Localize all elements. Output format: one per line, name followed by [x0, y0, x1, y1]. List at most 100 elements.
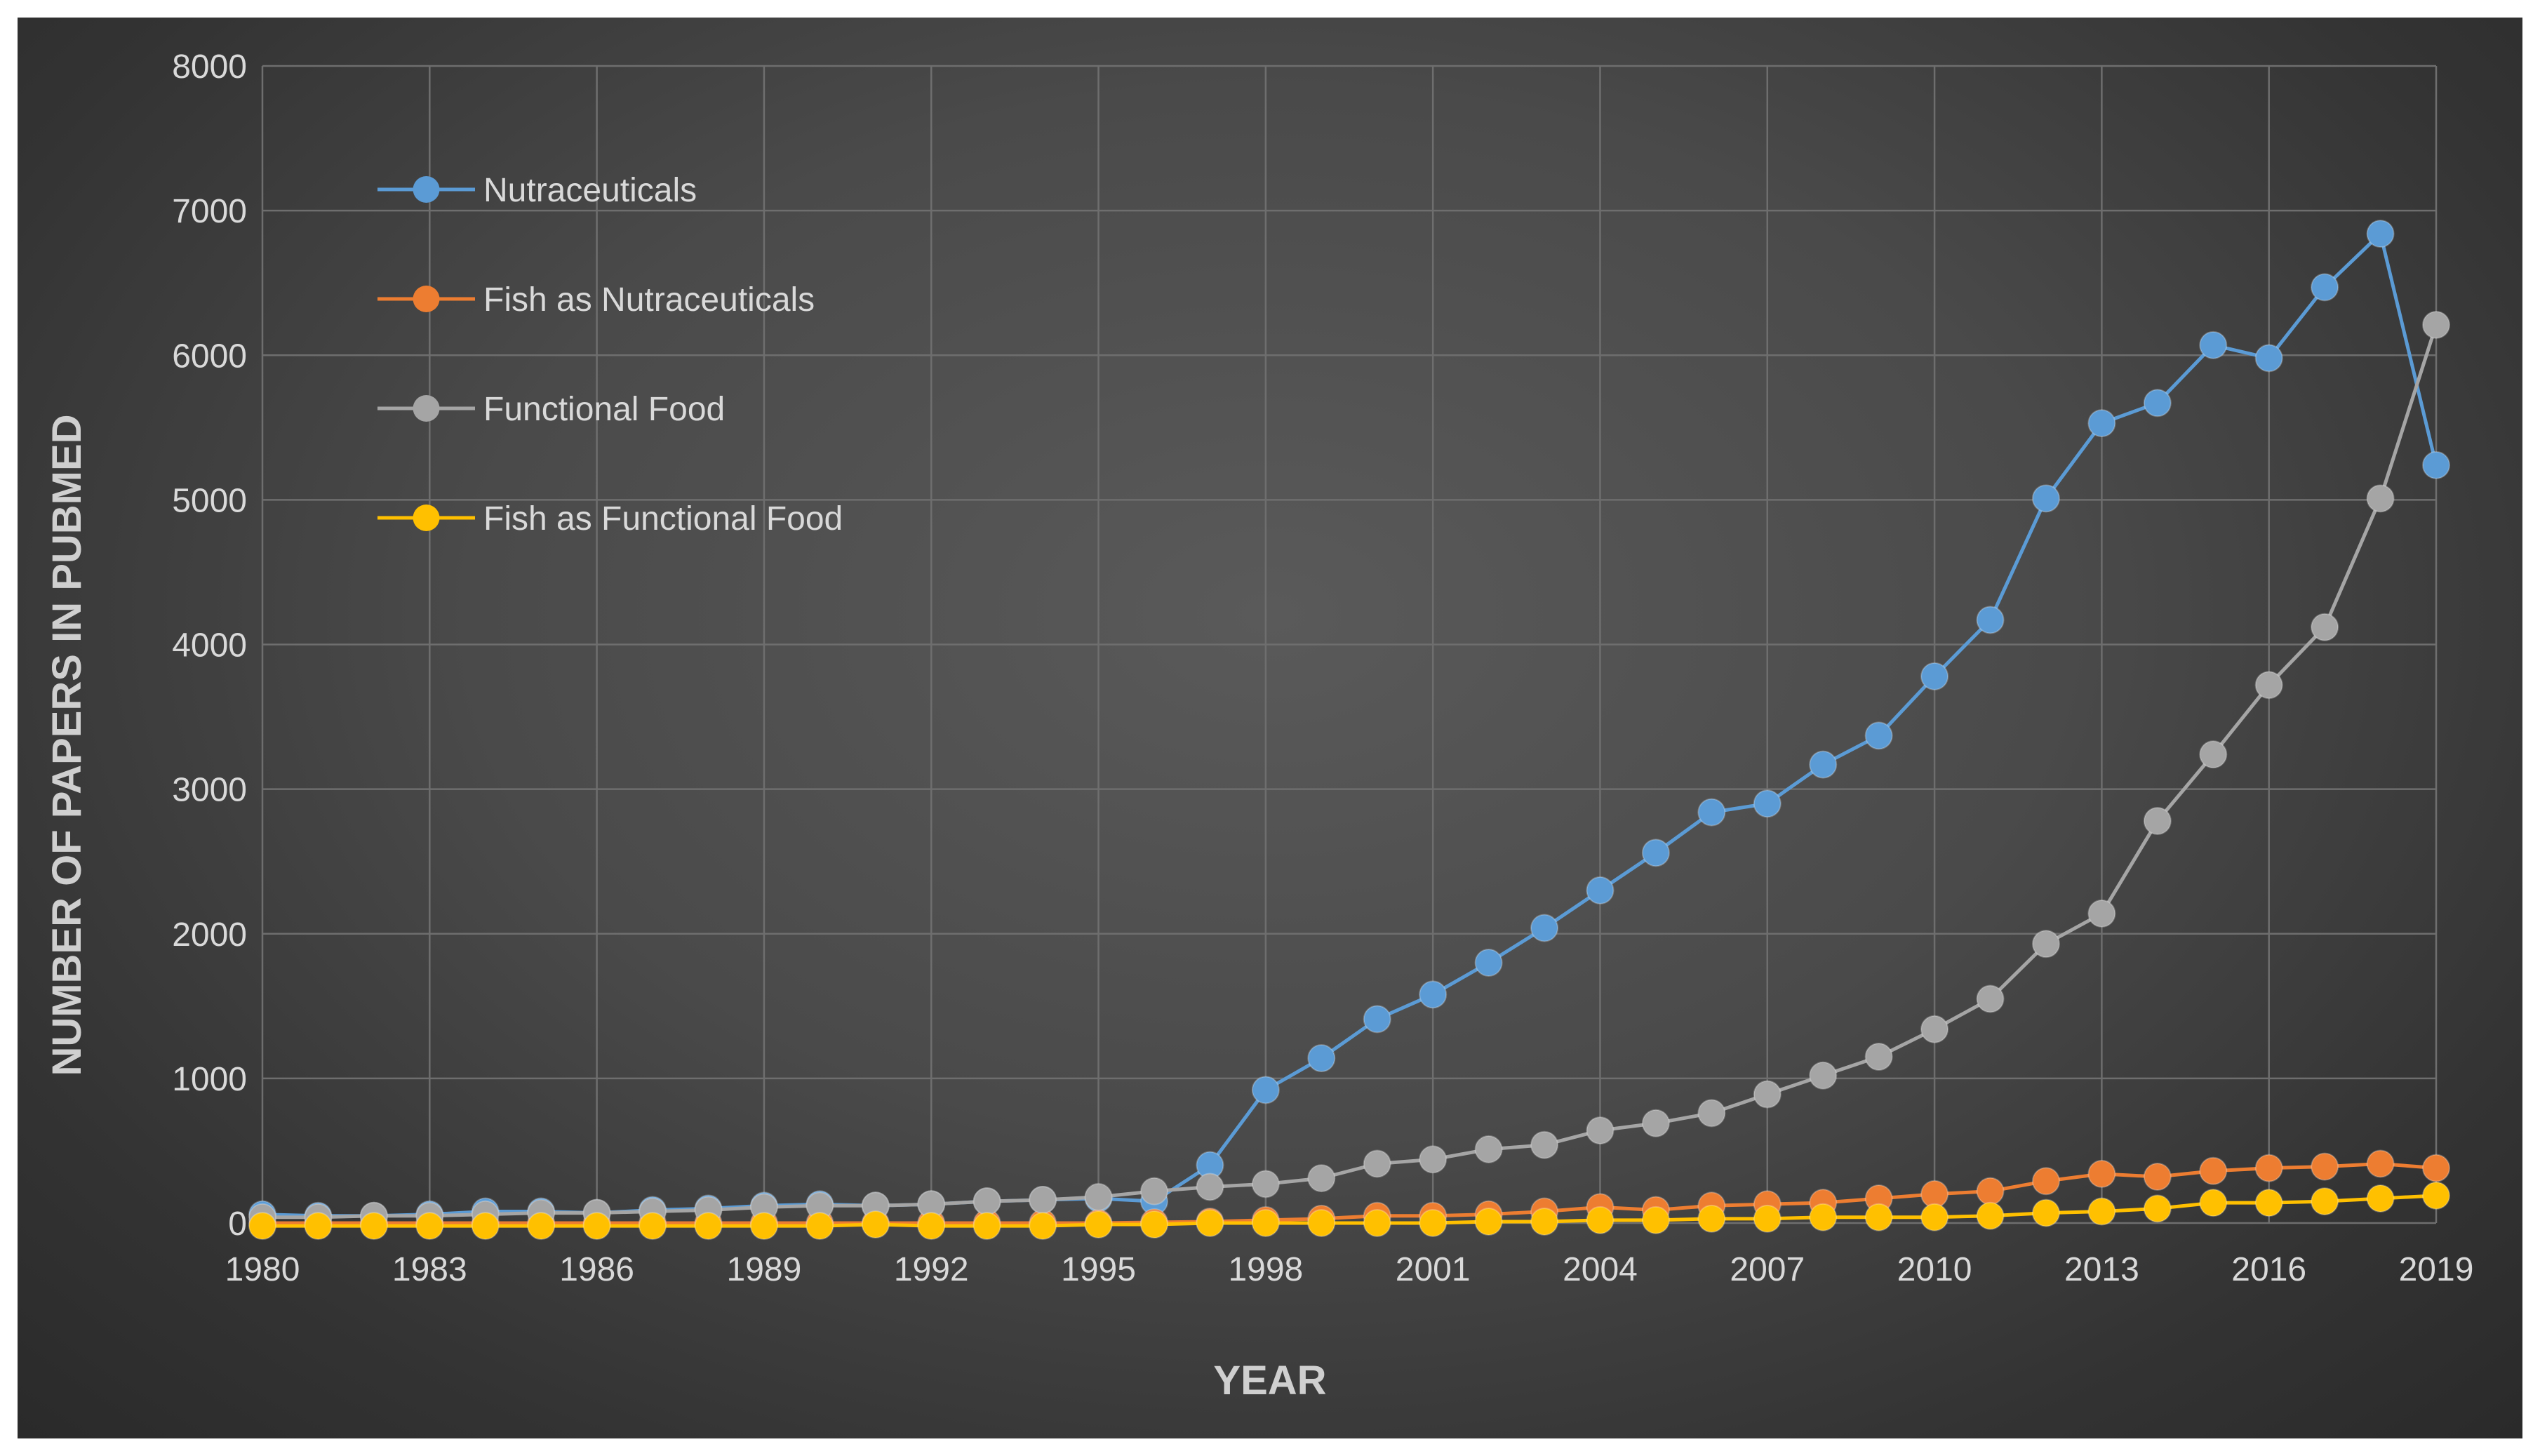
data-point [2254, 1189, 2283, 1217]
x-tick-label: 2010 [1897, 1251, 1972, 1288]
data-point [1753, 1080, 1782, 1109]
data-point [1419, 1145, 1448, 1174]
data-point [2031, 930, 2060, 959]
x-tick-label: 1992 [894, 1251, 969, 1288]
data-point [2311, 1152, 2339, 1181]
data-point [1139, 1210, 1168, 1239]
data-point [1419, 1209, 1448, 1237]
data-point [2143, 806, 2172, 835]
data-point [1530, 1130, 1559, 1159]
data-point [1363, 1209, 1391, 1237]
data-point [248, 1212, 276, 1241]
data-point [1363, 1005, 1391, 1034]
data-point [1697, 798, 1726, 827]
data-point [1976, 606, 2005, 634]
legend-item-functional-food: Functional Food [377, 391, 725, 428]
data-point [2031, 1198, 2060, 1227]
data-point [861, 1210, 890, 1239]
data-point [1029, 1186, 1057, 1215]
y-tick-label: 0 [228, 1205, 247, 1243]
data-point [2422, 310, 2450, 339]
data-point [749, 1212, 778, 1241]
data-point [1586, 1205, 1615, 1234]
y-tick-label: 3000 [172, 772, 247, 809]
data-point [2199, 1156, 2228, 1185]
data-point [1586, 1116, 1615, 1145]
data-point [1641, 839, 1670, 867]
data-point [2087, 1197, 2116, 1226]
data-point [2254, 671, 2283, 700]
data-point [1976, 984, 2005, 1013]
x-tick-label: 1986 [559, 1251, 634, 1288]
data-point [1809, 750, 1838, 779]
y-tick-labels: 0 1000 2000 3000 4000 5000 6000 7000 8000 [172, 48, 247, 1243]
data-point [2422, 1154, 2450, 1182]
data-point [2311, 613, 2339, 641]
data-point [304, 1212, 333, 1241]
data-point [1809, 1203, 1838, 1231]
data-point [1753, 789, 1782, 818]
y-tick-label: 4000 [172, 627, 247, 664]
series-functional-food [248, 310, 2450, 1231]
legend-item-nutraceuticals: Nutraceuticals [377, 172, 697, 209]
data-point [2199, 740, 2228, 769]
data-point [1697, 1204, 1726, 1233]
data-point [1641, 1109, 1670, 1137]
x-tick-label: 2007 [1730, 1251, 1805, 1288]
legend-marker [413, 176, 440, 203]
x-tick-label: 2016 [2231, 1251, 2306, 1288]
series-line-nutraceuticals [262, 232, 2438, 1218]
series-fish-as-functional-food [248, 1181, 2450, 1241]
data-point [2087, 1159, 2116, 1188]
data-point [2143, 389, 2172, 418]
data-point [2311, 273, 2339, 302]
data-point [1139, 1177, 1168, 1205]
data-point [1586, 876, 1615, 904]
data-point [1920, 1015, 1949, 1043]
data-point [1363, 1149, 1391, 1178]
legend-marker [413, 395, 440, 422]
grid-layer [261, 65, 2438, 1224]
x-tick-label: 1998 [1228, 1251, 1303, 1288]
data-point [1251, 1170, 1280, 1198]
data-point [2199, 330, 2228, 359]
series-line-functional-food [262, 324, 2438, 1220]
data-point [1029, 1212, 1057, 1241]
legend-marker [413, 286, 440, 312]
data-point [1530, 914, 1559, 942]
legend-label: Fish as Functional Food [483, 500, 843, 537]
data-point [1474, 1207, 1503, 1236]
y-tick-label: 2000 [172, 916, 247, 954]
data-point [1920, 662, 1949, 690]
data-point [2031, 484, 2060, 513]
y-axis-title: NUMBER OF PAPERS IN PUBMED [44, 414, 90, 1076]
y-tick-label: 8000 [172, 48, 247, 86]
data-point [1753, 1204, 1782, 1233]
data-point [2254, 1154, 2283, 1182]
legend-label: Fish as Nutraceuticals [483, 281, 815, 319]
data-point [1697, 1099, 1726, 1128]
legend-label: Nutraceuticals [483, 172, 697, 209]
data-point [1307, 1044, 1336, 1073]
data-point [1251, 1076, 1280, 1104]
data-point [1419, 980, 1448, 1009]
data-point [806, 1212, 834, 1241]
legend-label: Functional Food [483, 391, 725, 428]
data-point [1864, 721, 1893, 750]
data-point [527, 1212, 556, 1241]
data-point [1196, 1209, 1224, 1237]
data-point [917, 1212, 946, 1241]
data-point [2366, 220, 2395, 248]
x-tick-label: 2004 [1563, 1251, 1638, 1288]
data-point [2422, 1181, 2450, 1210]
y-tick-label: 7000 [172, 193, 247, 230]
data-point [2087, 899, 2116, 928]
legend-item-fish-as-functional-food: Fish as Functional Food [377, 500, 843, 537]
data-point [1920, 1203, 1949, 1231]
data-point [1864, 1203, 1893, 1231]
x-tick-label: 1989 [727, 1251, 802, 1288]
data-point [582, 1212, 611, 1241]
chart-frame: 0 1000 2000 3000 4000 5000 6000 7000 8000 1980 19… [18, 18, 2522, 1438]
x-tick-label: 2013 [2064, 1251, 2139, 1288]
